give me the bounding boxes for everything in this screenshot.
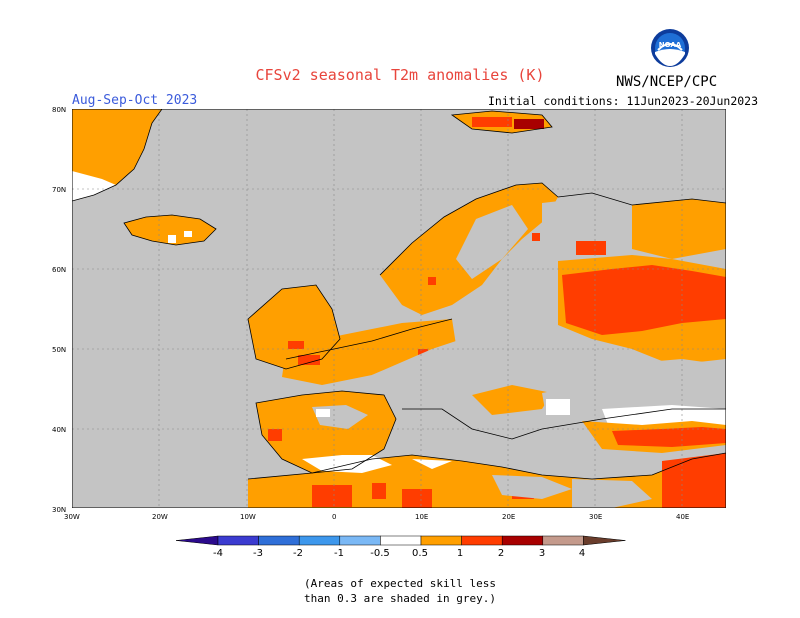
colorbar-tick-label: 4 bbox=[578, 548, 586, 559]
colorbar-segment bbox=[461, 535, 503, 546]
svg-text:NOAA: NOAA bbox=[659, 41, 682, 49]
colorbar bbox=[175, 535, 626, 546]
colorbar-tick-label: 2 bbox=[497, 548, 505, 559]
colorbar-segment bbox=[420, 535, 462, 546]
colorbar-arrow-high bbox=[583, 535, 626, 546]
colorbar-segment bbox=[339, 535, 381, 546]
iceland-region bbox=[124, 215, 216, 245]
lat-label-60n: 60N bbox=[52, 266, 67, 274]
noaa-logo-icon: NOAA bbox=[651, 29, 689, 67]
colorbar-segment bbox=[217, 535, 259, 546]
colorbar-tick-label: -3 bbox=[253, 548, 263, 559]
central-europe-region bbox=[372, 325, 572, 425]
scandinavia-region bbox=[380, 183, 558, 315]
agency-label: NWS/NCEP/CPC bbox=[616, 74, 718, 90]
map-title: CFSv2 seasonal T2m anomalies (K) bbox=[255, 66, 545, 84]
colorbar-segment bbox=[258, 535, 300, 546]
colorbar-tick-label: 3 bbox=[538, 548, 546, 559]
lon-label-0: 0 bbox=[332, 513, 337, 521]
colorbar-tick-label: -1 bbox=[334, 548, 344, 559]
lon-label-40e: 40E bbox=[676, 513, 690, 521]
greenland-region bbox=[72, 109, 162, 201]
season-label: Aug-Sep-Oct 2023 bbox=[72, 93, 198, 108]
skill-note: (Areas of expected skill less than 0.3 a… bbox=[0, 576, 800, 606]
colorbar-tick-label: -4 bbox=[213, 548, 223, 559]
lat-label-50n: 50N bbox=[52, 346, 67, 354]
baltic-region bbox=[542, 195, 726, 269]
north-africa-region bbox=[248, 453, 726, 508]
colorbar-segment bbox=[542, 535, 584, 546]
anomaly-map bbox=[72, 109, 726, 508]
lat-label-30n: 30N bbox=[52, 506, 67, 514]
coastlines bbox=[72, 109, 726, 480]
arctic-islands-region bbox=[452, 111, 552, 133]
initial-conditions-label: Initial conditions: 11Jun2023-20Jun2023 bbox=[488, 94, 759, 108]
colorbar-segment bbox=[298, 535, 341, 546]
lat-label-40n: 40N bbox=[52, 426, 67, 434]
western-europe-region bbox=[248, 285, 456, 385]
colorbar-segment bbox=[380, 535, 422, 546]
graticule bbox=[72, 109, 726, 508]
colorbar-arrow-low bbox=[175, 535, 219, 546]
iberia-region bbox=[256, 391, 396, 473]
mediterranean-region bbox=[402, 381, 726, 467]
lon-label-20e: 20E bbox=[502, 513, 516, 521]
colorbar-tick-label: 0.5 bbox=[412, 548, 428, 559]
lon-label-10e: 10E bbox=[415, 513, 429, 521]
lat-label-80n: 80N bbox=[52, 106, 67, 114]
colorbar-tick-label: -0.5 bbox=[370, 548, 390, 559]
lon-label-20w: 20W bbox=[152, 513, 168, 521]
skill-note-line-1: (Areas of expected skill less bbox=[303, 577, 497, 590]
colorbar-segment bbox=[501, 535, 544, 546]
lon-label-30w: 30W bbox=[64, 513, 80, 521]
colorbar-tick-label: -2 bbox=[293, 548, 303, 559]
lat-label-70n: 70N bbox=[52, 186, 67, 194]
colorbar-tick-label: 1 bbox=[456, 548, 464, 559]
lon-label-10w: 10W bbox=[240, 513, 256, 521]
lon-label-30e: 30E bbox=[589, 513, 603, 521]
skill-note-line-2: than 0.3 are shaded in grey.) bbox=[303, 592, 497, 605]
